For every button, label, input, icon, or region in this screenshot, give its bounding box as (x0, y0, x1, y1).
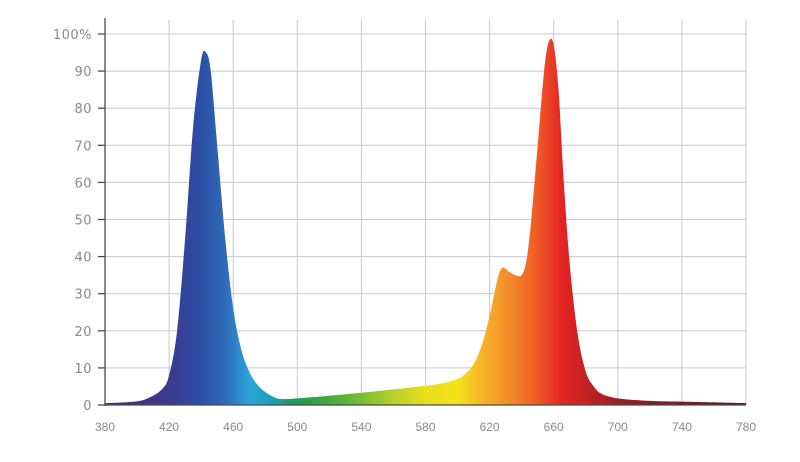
x-tick-label: 460 (223, 420, 243, 434)
y-tick-label: 0 (83, 399, 92, 414)
x-tick-label: 500 (287, 420, 307, 434)
x-tick-label: 540 (351, 420, 371, 434)
y-tick-label: 50 (74, 214, 92, 229)
y-tick-label: 80 (74, 102, 92, 117)
x-tick-label: 700 (608, 420, 628, 434)
axes (98, 18, 746, 406)
x-tick-label: 780 (736, 420, 756, 434)
y-tick-label: 100% (53, 28, 92, 43)
y-tick-label: 10 (74, 362, 92, 377)
x-tick-label: 740 (672, 420, 692, 434)
x-tick-label: 660 (544, 420, 564, 434)
y-tick-label: 40 (74, 251, 92, 266)
x-tick-label: 580 (415, 420, 435, 434)
y-tick-label: 20 (74, 325, 92, 340)
x-tick-label: 380 (95, 420, 115, 434)
tick-labels: 0 10 20 30 40 50 60 70 80 90 100% 380 420 460 500 540 58… (53, 28, 757, 434)
y-tick-label: 30 (74, 288, 92, 303)
y-tick-label: 90 (74, 65, 92, 80)
x-tick-label: 620 (480, 420, 500, 434)
y-tick-label: 60 (74, 176, 92, 191)
x-tick-label: 420 (159, 420, 179, 434)
y-tick-label: 70 (74, 139, 92, 154)
